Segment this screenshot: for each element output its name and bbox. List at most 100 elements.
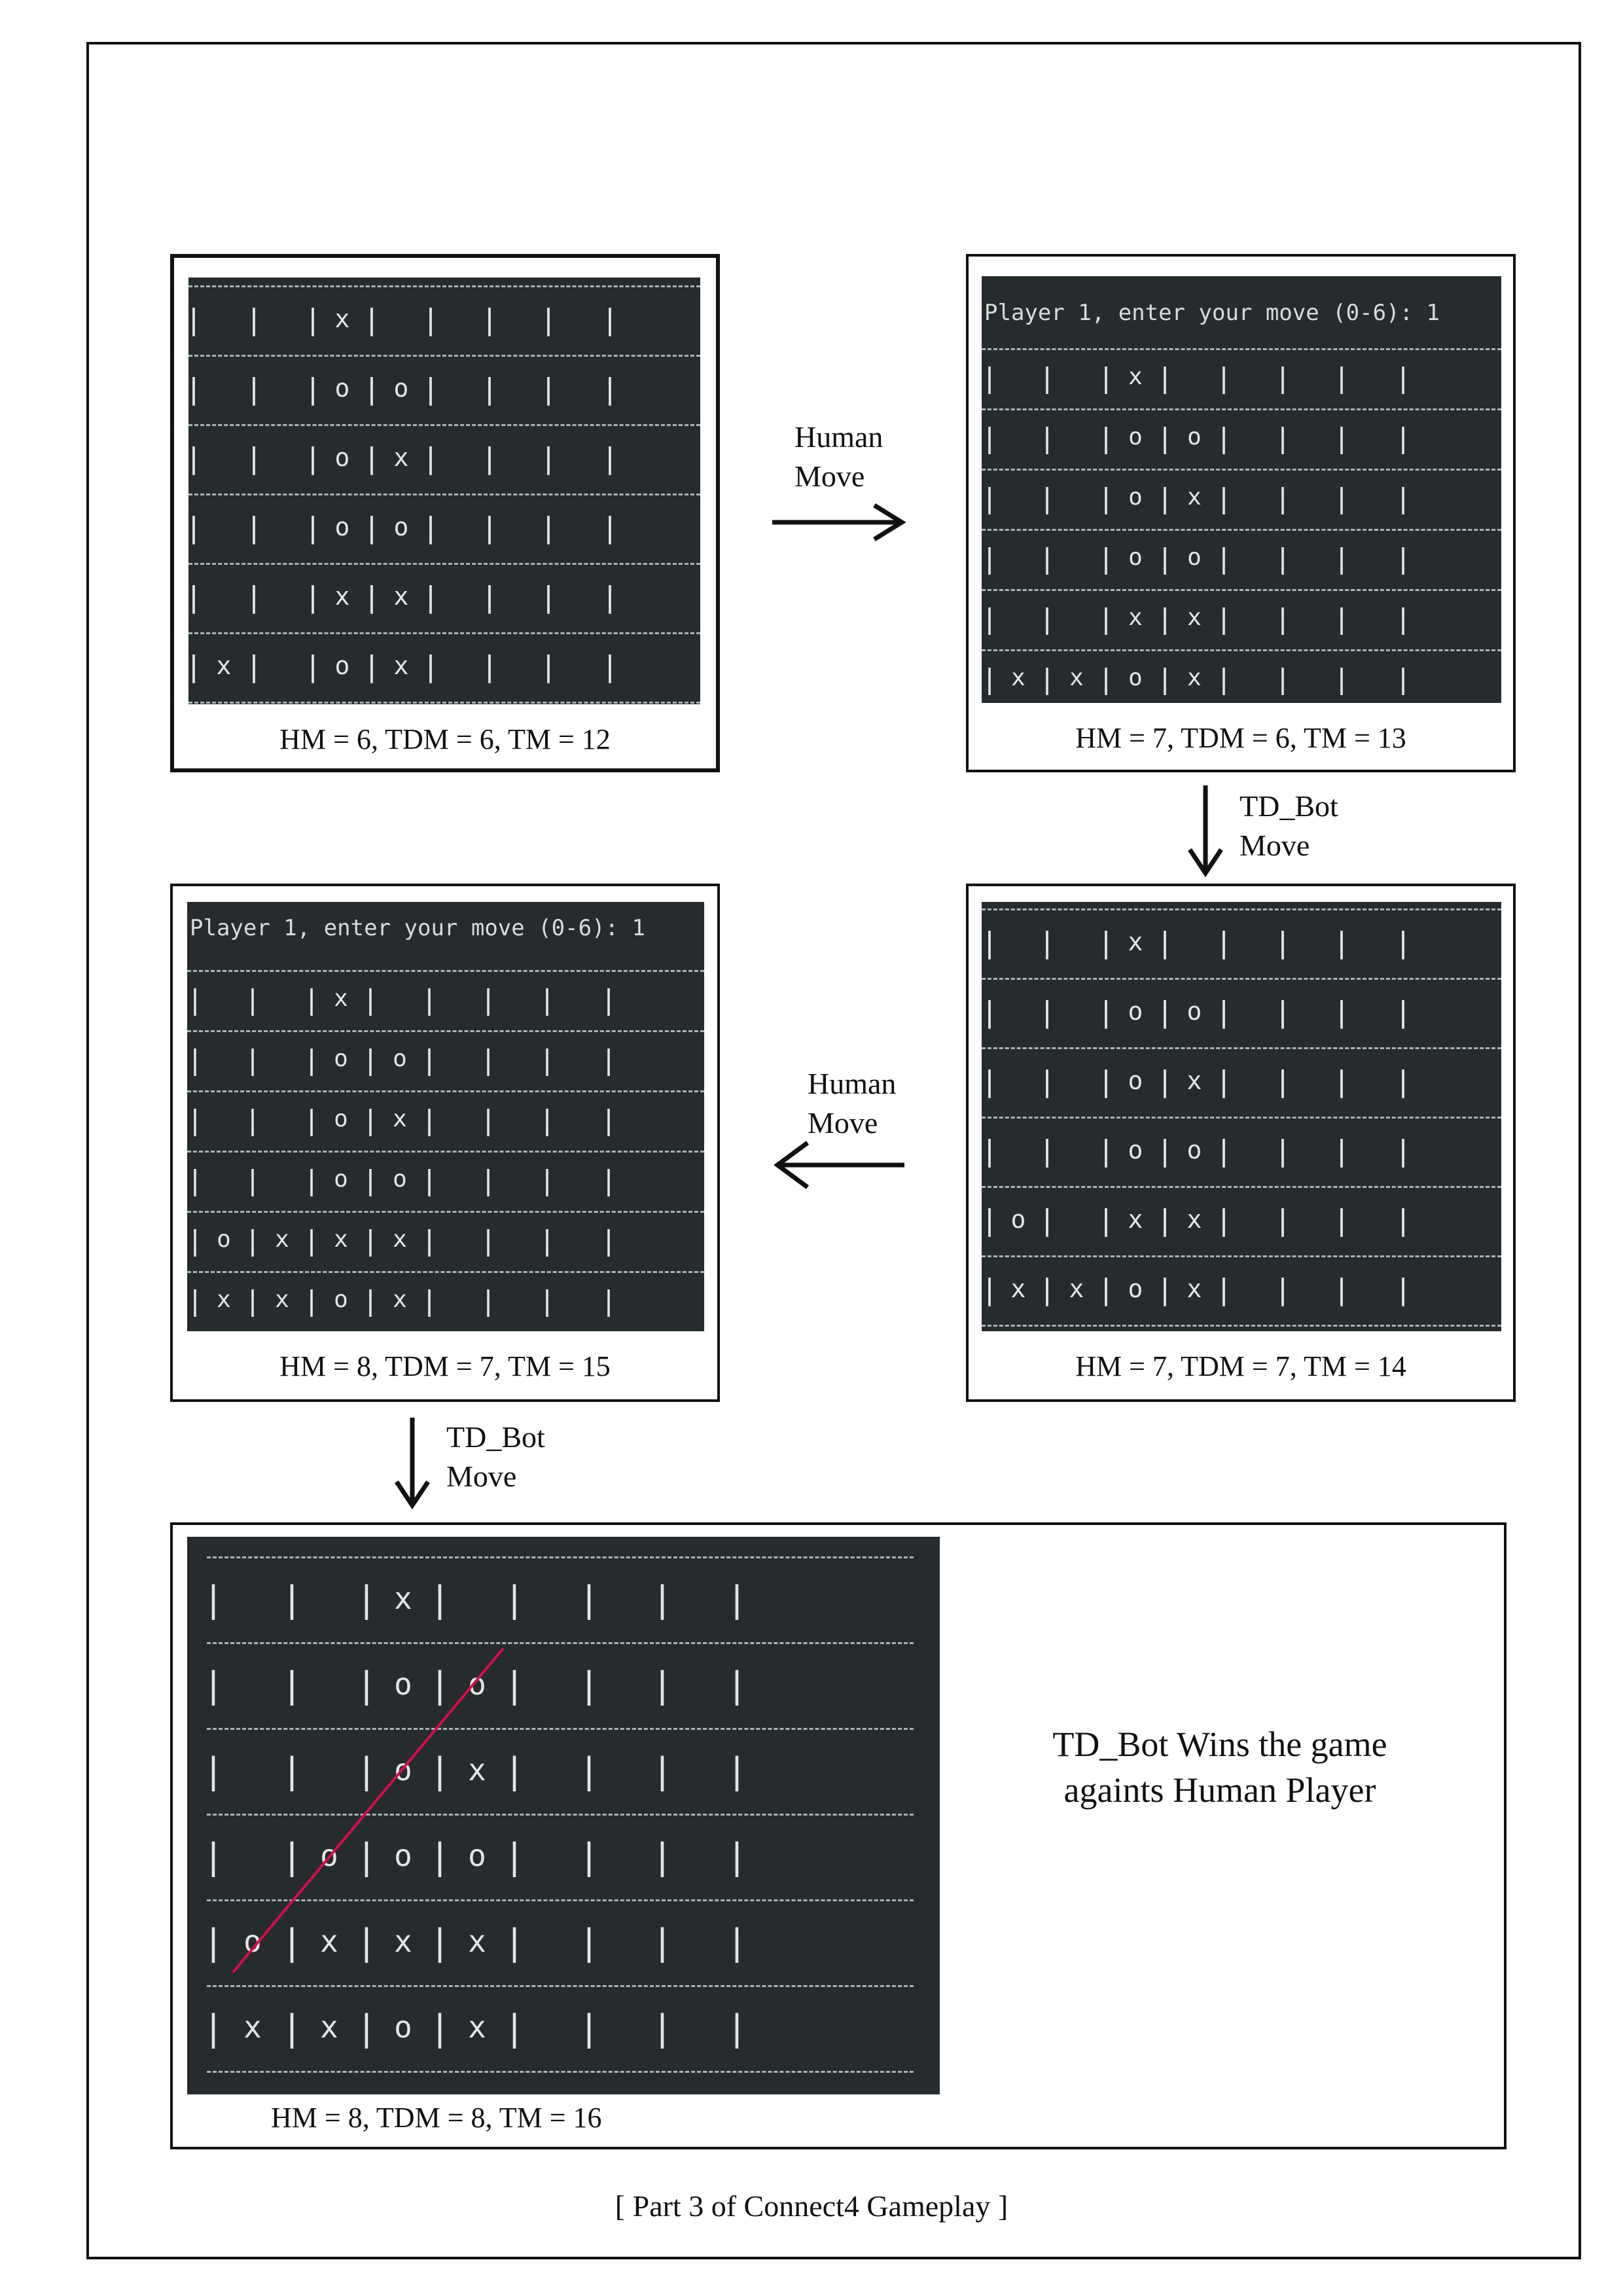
cell-divider: | [578,1921,600,1963]
row-separator [188,285,700,287]
cell-divider: | [245,650,263,683]
cell-divider: | [281,1664,303,1706]
cell-divider: | [303,984,320,1016]
terminal-board-1: | | | | | | | | x | | | | | | | | o o | | | | | | | | o x | | | | | | | | o o |… [188,278,700,704]
terminal-prompt: Player 1, enter your move (0-6): 1 [190,915,645,941]
cell-divider: | [245,303,263,336]
cell-divider: | [202,1921,224,1963]
board-piece-o: o [334,1166,348,1193]
cell-divider: | [726,2007,748,2049]
cell-divider: | [355,2007,378,2049]
cell-divider: | [982,1065,999,1098]
board-piece-x: x [1011,664,1026,691]
row-separator [207,1728,914,1730]
row-separator [982,978,1501,980]
cell-divider: | [187,1044,204,1076]
board-piece-x: x [393,1286,407,1313]
cell-divider: | [363,442,381,475]
cell-divider: | [303,1104,320,1136]
cell-divider: | [202,1749,224,1791]
board-piece-x: x [1186,1205,1202,1234]
cell-divider: | [1274,1204,1292,1237]
cell-divider: | [429,2007,451,2049]
cell-divider: | [1156,603,1173,635]
cell-divider: | [187,1164,204,1196]
cell-divider: | [363,372,381,406]
cell-divider: | [355,1921,378,1963]
board-piece-o: o [1186,997,1202,1026]
board-piece-x: x [393,443,409,472]
label-human-move-2: Human Move [808,1067,897,1139]
cell-divider: | [1156,1134,1174,1168]
cell-divider: | [982,603,998,635]
row-separator [188,632,700,634]
cell-divider: | [600,1225,617,1257]
caption-board-5: HM = 8, TDM = 8, TM = 16 [271,2102,602,2134]
cell-divider: | [421,984,438,1016]
cell-divider: | [202,1664,224,1706]
cell-divider: | [187,1285,204,1317]
row-separator [207,1985,914,1987]
row-separator [207,1556,914,1558]
cell-divider: | [539,442,558,475]
cell-divider: | [1156,1065,1174,1098]
cell-divider: | [244,1164,261,1196]
cell-divider: | [1215,482,1232,514]
result-text: TD_Bot Wins the game againts Human Playe… [991,1721,1449,1813]
cell-divider: | [187,1104,204,1136]
cell-divider: | [304,372,322,406]
cell-divider: | [539,1285,556,1317]
cell-divider: | [421,581,440,614]
board-piece-x: x [334,582,350,611]
cell-divider: | [480,984,497,1016]
cell-divider: | [982,1273,999,1306]
board-piece-o: o [393,512,409,541]
cell-divider: | [1156,1273,1174,1306]
row-separator [207,1814,914,1816]
cell-divider: | [1156,1204,1174,1237]
cell-divider: | [1097,603,1115,635]
row-separator [982,1325,1501,1327]
label-td-bot-move-2: TD_Bot Move [446,1420,545,1493]
cell-divider: | [421,442,440,475]
cell-divider: | [429,1921,451,1963]
row-separator [187,1271,704,1273]
cell-divider: | [1333,362,1350,394]
board-piece-x: x [1187,484,1202,511]
cell-divider: | [601,372,619,406]
cell-divider: | [244,1104,261,1136]
board-piece-o: o [334,443,350,472]
board-piece-o: o [1010,1205,1026,1234]
cell-divider: | [244,1225,261,1257]
cell-divider: | [1274,422,1291,454]
cell-divider: | [1038,996,1056,1029]
cell-divider: | [600,1164,617,1196]
board-piece-x: x [468,1751,486,1787]
board-piece-x: x [394,1580,412,1616]
board-piece-o: o [334,1045,348,1072]
cell-divider: | [188,442,203,475]
board-piece-o: o [1187,423,1202,450]
board-piece-x: x [393,651,409,680]
cell-divider: | [304,581,322,614]
cell-divider: | [355,1835,378,1877]
row-separator [188,563,700,565]
cell-divider: | [1097,926,1115,960]
board-piece-x: x [275,1286,289,1313]
cell-divider: | [362,1164,379,1196]
cell-divider: | [982,996,999,1029]
footer-caption: [ Part 3 of Connect4 Gameplay ] [615,2189,1008,2223]
board-piece-o: o [1128,423,1143,450]
cell-divider: | [1039,362,1056,394]
cell-divider: | [1333,663,1350,695]
cell-divider: | [303,1225,320,1257]
cell-divider: | [1394,1273,1412,1306]
row-separator [207,1642,914,1644]
board-piece-x: x [320,2009,338,2045]
board-piece-o: o [1128,664,1143,691]
cell-divider: | [304,442,322,475]
board-piece-x: x [217,1286,231,1313]
cell-divider: | [1156,362,1173,394]
board-piece-x: x [1128,363,1143,390]
cell-divider: | [202,1578,224,1620]
